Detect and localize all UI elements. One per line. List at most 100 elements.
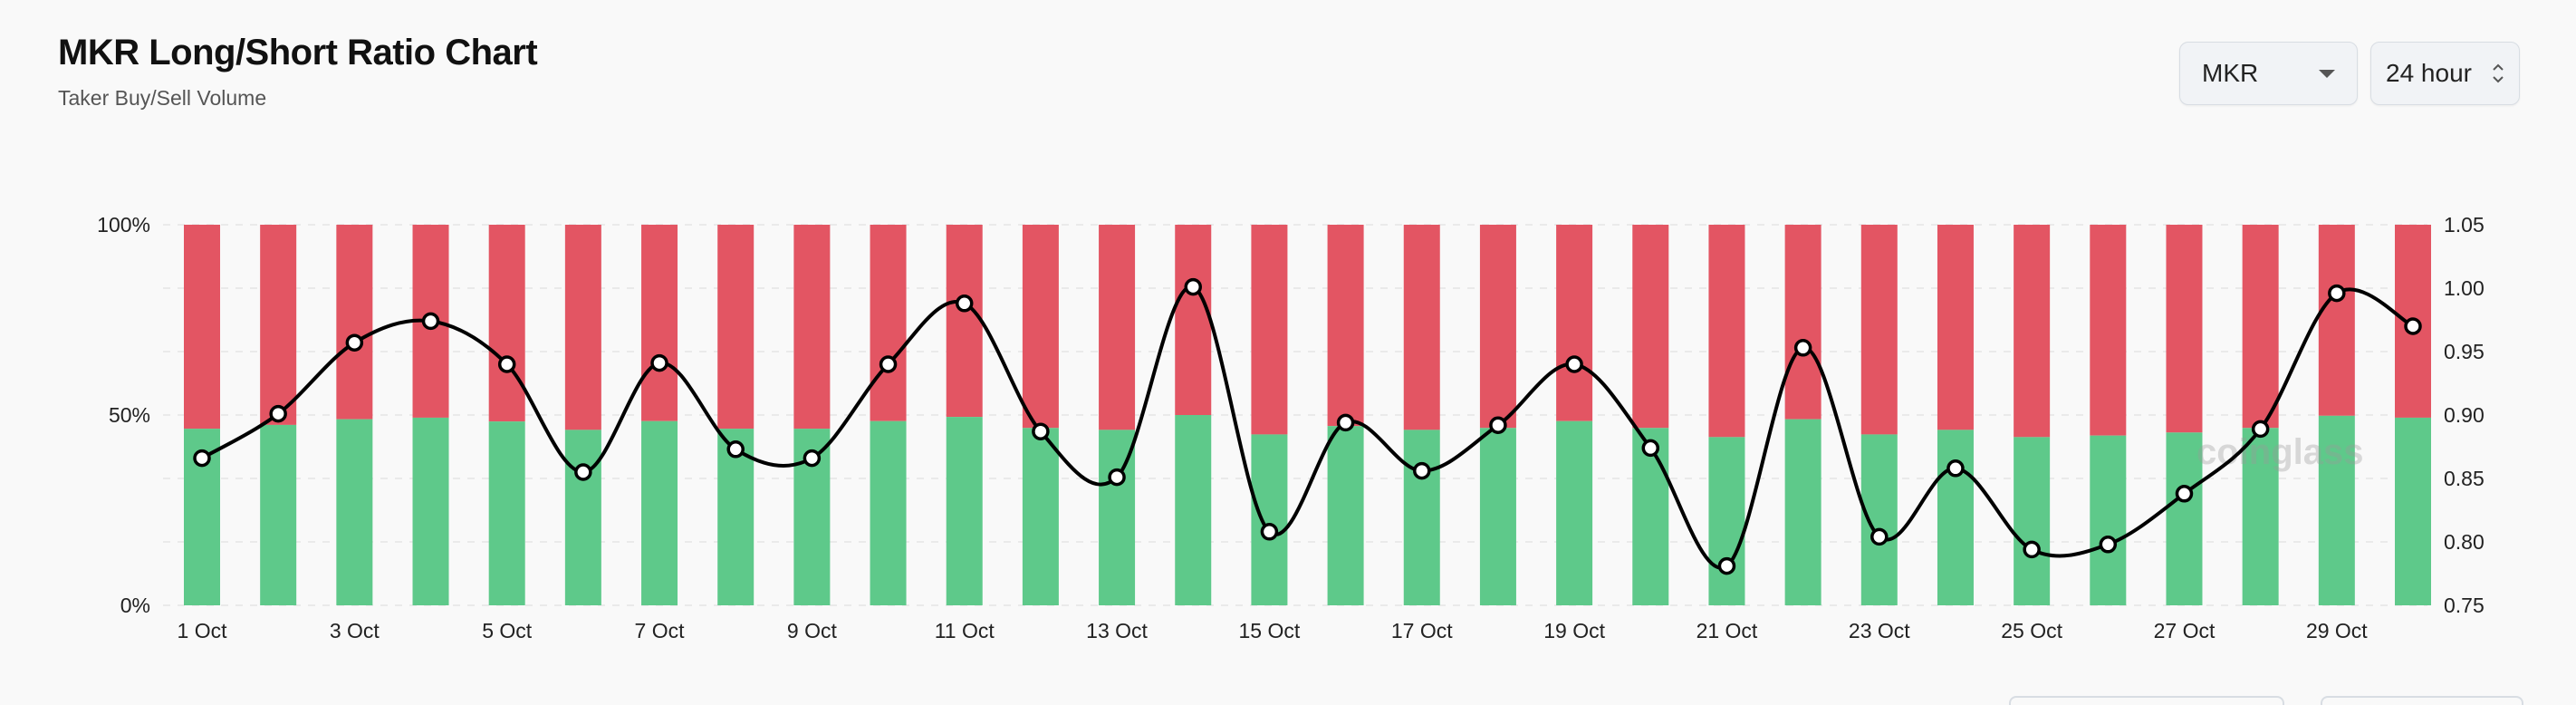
buy-volume-bar bbox=[1708, 437, 1745, 605]
ratio-point bbox=[1717, 556, 1736, 575]
period-select[interactable]: 24 hour bbox=[2370, 42, 2520, 105]
buy-volume-bar bbox=[1327, 426, 1364, 605]
ratio-point bbox=[421, 312, 440, 331]
sell-volume-bar bbox=[1860, 225, 1898, 435]
x-axis-tick-label: 7 Oct bbox=[635, 619, 686, 642]
ratio-point bbox=[193, 449, 211, 468]
sell-volume-bar bbox=[1175, 225, 1212, 415]
ratio-point bbox=[1793, 339, 1812, 357]
ratio-point bbox=[345, 333, 364, 352]
right-axis-tick-label: 0.75 bbox=[2444, 594, 2485, 617]
ratio-point bbox=[2175, 485, 2194, 503]
symbol-select-value: MKR bbox=[2202, 59, 2259, 87]
ratio-point bbox=[955, 295, 974, 313]
right-axis-tick-label: 0.85 bbox=[2444, 467, 2485, 490]
sell-volume-bar bbox=[641, 225, 678, 421]
ratio-point bbox=[879, 355, 898, 373]
ratio-point bbox=[2099, 536, 2118, 554]
x-axis-tick-label: 29 Oct bbox=[2306, 619, 2368, 642]
ratio-point bbox=[1565, 355, 1583, 373]
sell-volume-bar bbox=[2014, 225, 2051, 438]
ratio-point bbox=[2328, 284, 2346, 303]
ratio-point bbox=[2404, 317, 2422, 335]
page-subtitle: Taker Buy/Sell Volume bbox=[58, 86, 267, 110]
ratio-point bbox=[1184, 277, 1202, 296]
sell-volume-bar bbox=[1632, 225, 1669, 429]
sell-volume-bar bbox=[1708, 225, 1745, 438]
sell-volume-bar bbox=[2318, 225, 2355, 416]
buy-volume-bar bbox=[2242, 428, 2279, 605]
x-axis-tick-label: 19 Oct bbox=[1543, 619, 1605, 642]
sell-volume-bar bbox=[1556, 225, 1593, 421]
sell-volume-bar bbox=[564, 225, 601, 430]
sell-volume-bar bbox=[2166, 225, 2203, 433]
buy-volume-bar bbox=[870, 420, 907, 605]
bottom-panel-edge bbox=[2321, 696, 2523, 705]
buy-volume-bar bbox=[2090, 435, 2127, 605]
ratio-point bbox=[269, 404, 287, 423]
sell-volume-bar bbox=[336, 225, 373, 420]
right-axis-tick-label: 1.05 bbox=[2444, 213, 2485, 237]
x-axis-tick-label: 21 Oct bbox=[1697, 619, 1758, 642]
right-axis-tick-label: 0.95 bbox=[2444, 340, 2485, 363]
x-axis-tick-label: 25 Oct bbox=[2001, 619, 2062, 642]
ratio-point bbox=[1260, 523, 1279, 541]
x-axis: 1 Oct 3 Oct 5 Oct 7 Oct 9 Oct 11 Oct 13 Oct 15 … bbox=[178, 619, 2369, 642]
sell-volume-bar bbox=[1403, 225, 1440, 430]
buy-volume-bar bbox=[260, 424, 297, 605]
sell-volume-bar bbox=[793, 225, 831, 430]
sell-volume-bar bbox=[260, 225, 297, 425]
x-axis-tick-label: 5 Oct bbox=[482, 619, 533, 642]
caret-down-icon bbox=[2319, 69, 2335, 78]
left-axis-tick-label: 0% bbox=[120, 594, 150, 617]
buy-volume-bar bbox=[2318, 415, 2355, 605]
ratio-point bbox=[1336, 413, 1355, 432]
sell-volume-bar bbox=[1099, 225, 1136, 430]
ratio-point bbox=[803, 449, 822, 468]
ratio-point bbox=[2023, 540, 2041, 559]
ratio-point bbox=[650, 353, 668, 372]
buy-volume-bar bbox=[564, 430, 601, 605]
left-axis: 0% 50% 100% bbox=[97, 213, 150, 617]
sort-updown-icon bbox=[2492, 63, 2504, 83]
sell-volume-bar bbox=[2090, 225, 2127, 436]
buy-volume-bar bbox=[1175, 415, 1212, 605]
sell-volume-bar bbox=[488, 225, 525, 422]
buy-volume-bar bbox=[2166, 432, 2203, 605]
right-axis-tick-label: 1.00 bbox=[2444, 276, 2485, 300]
ratio-point bbox=[574, 463, 592, 481]
sell-volume-bar bbox=[946, 225, 983, 418]
buy-volume-bar bbox=[641, 420, 678, 605]
buy-volume-bar bbox=[1251, 434, 1288, 605]
buy-volume-bar bbox=[2014, 437, 2051, 605]
ratio-point bbox=[726, 440, 745, 459]
x-axis-tick-label: 17 Oct bbox=[1391, 619, 1453, 642]
sell-volume-bar bbox=[870, 225, 907, 421]
buy-volume-bar bbox=[412, 417, 449, 605]
x-axis-tick-label: 11 Oct bbox=[935, 619, 995, 642]
ratio-point bbox=[1413, 461, 1431, 480]
buy-volume-bar bbox=[1937, 430, 1974, 605]
buy-volume-bar bbox=[336, 419, 373, 605]
buy-volume-bar bbox=[1479, 428, 1516, 605]
x-axis-tick-label: 27 Oct bbox=[2154, 619, 2216, 642]
ratio-point bbox=[1641, 439, 1660, 458]
ratio-point bbox=[1946, 459, 1965, 478]
sell-volume-bar bbox=[1784, 225, 1821, 420]
sell-volume-bar bbox=[2242, 225, 2279, 429]
ratio-point bbox=[1108, 468, 1126, 487]
symbol-select[interactable]: MKR bbox=[2179, 42, 2358, 105]
ratio-point bbox=[2251, 420, 2270, 439]
buy-volume-bar bbox=[1556, 420, 1593, 605]
sell-volume-bar bbox=[1479, 225, 1516, 429]
buy-volume-bar bbox=[946, 417, 983, 605]
ratio-line-path bbox=[200, 285, 2414, 570]
buy-volume-bar bbox=[2395, 417, 2431, 605]
sell-volume-bar bbox=[184, 225, 220, 430]
x-axis-tick-label: 3 Oct bbox=[330, 619, 380, 642]
x-axis-tick-label: 1 Oct bbox=[178, 619, 228, 642]
sell-volume-bar bbox=[1251, 225, 1288, 435]
left-axis-tick-label: 50% bbox=[109, 403, 150, 427]
page-title: MKR Long/Short Ratio Chart bbox=[58, 33, 538, 72]
